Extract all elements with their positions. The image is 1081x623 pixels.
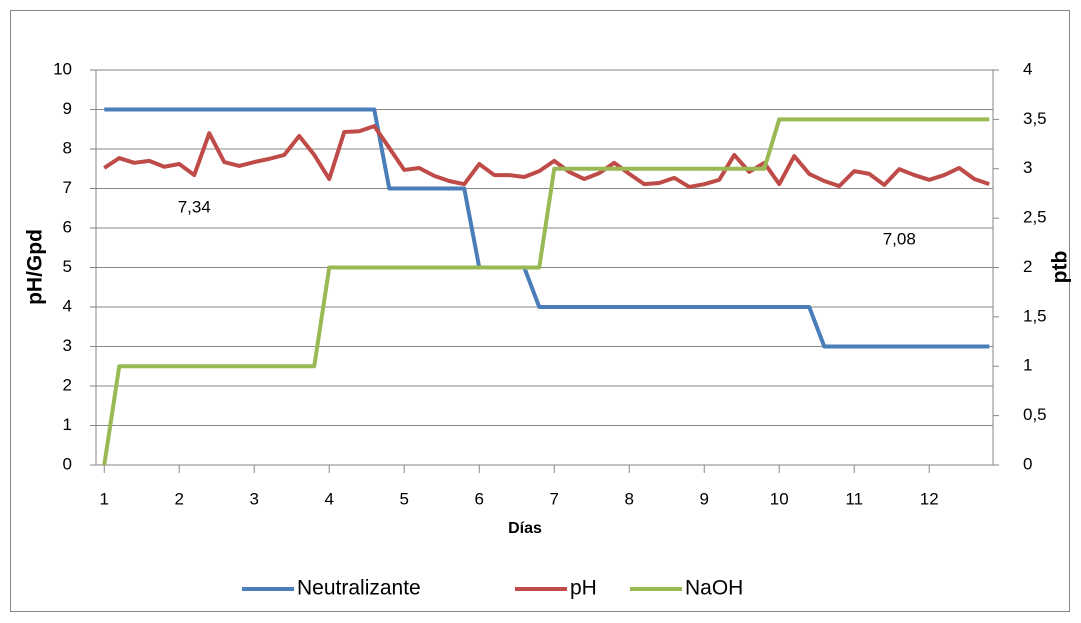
x-tick-label: 6 [475,489,484,508]
line-series [102,117,990,466]
y-tick-label: 2 [63,375,72,394]
y2-tick-label: 0,5 [1023,405,1047,424]
y2-tick-label: 1,5 [1023,306,1047,325]
y2-axis-title: ptb [1049,251,1072,284]
x-tick-label: 5 [400,489,409,508]
legend-label: NaOH [685,577,743,600]
y2-tick-label: 3,5 [1023,109,1047,128]
y-tick-label: 5 [63,257,72,276]
y-axis-title: pH/Gpd [24,229,47,305]
x-tick-label: 9 [700,489,709,508]
y-tick-label: 9 [63,99,72,118]
x-tick-label: 11 [845,489,863,508]
y-tick-label: 0 [63,454,72,473]
x-tick-label: 2 [175,489,184,508]
x-tick-label: 10 [770,489,789,508]
x-tick-label: 3 [250,489,259,508]
y-tick-label: 7 [63,178,72,197]
x-axis-title: Días [508,520,542,537]
y2-tick-label: 0 [1023,454,1032,473]
y2-tick-label: 2 [1023,257,1032,276]
y2-tick-label: 1 [1023,356,1032,375]
y-tick-label: 4 [63,296,72,315]
y2-tick-label: 2,5 [1023,208,1047,227]
annotation: 7,08 [883,229,916,248]
x-tick-label: 7 [550,489,559,508]
x-tick-label: 4 [325,489,334,508]
x-tick-label: 8 [625,489,634,508]
x-tick-label: 12 [920,489,939,508]
y-tick-label: 10 [53,59,72,78]
y-tick-label: 3 [63,336,72,355]
annotation: 7,34 [178,198,211,217]
legend-label: Neutralizante [297,577,421,600]
y2-tick-label: 3 [1023,158,1032,177]
line-series [103,124,990,189]
legend-label: pH [570,577,597,600]
y-tick-label: 8 [63,138,72,157]
y-tick-label: 1 [63,415,72,434]
x-tick-label: 1 [100,489,109,508]
y-tick-label: 6 [63,217,72,236]
y2-tick-label: 4 [1023,59,1032,78]
